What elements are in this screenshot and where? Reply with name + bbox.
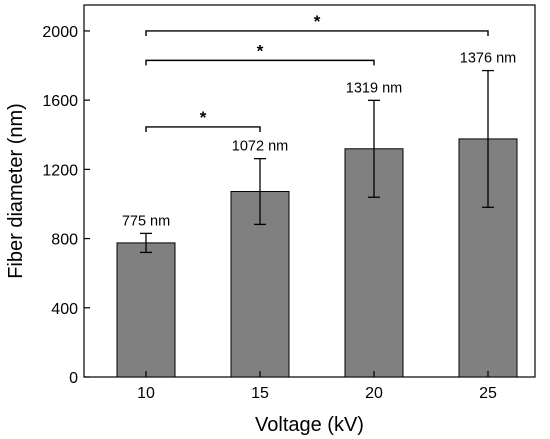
y-tick-label: 1600 (42, 93, 78, 110)
x-tick-label: 15 (251, 385, 269, 402)
y-tick-label: 2000 (42, 24, 78, 41)
y-tick-label: 400 (51, 301, 78, 318)
data-label: 1319 nm (346, 80, 402, 96)
significance-star: * (200, 108, 207, 127)
y-tick-label: 800 (51, 232, 78, 249)
y-tick-label: 0 (69, 370, 78, 387)
data-label: 1072 nm (232, 139, 288, 155)
significance-star: * (257, 41, 264, 60)
significance-bracket (145, 30, 489, 36)
y-tick-label: 1200 (42, 162, 78, 179)
significance-bracket (145, 59, 375, 66)
plot-frame (83, 4, 536, 378)
data-label: 775 nm (122, 213, 170, 229)
significance-bracket (145, 126, 261, 132)
y-axis-title: Fiber diameter (nm) (5, 103, 27, 279)
bar (116, 242, 176, 378)
x-axis-title: Voltage (kV) (255, 414, 364, 436)
significance-star: * (314, 12, 321, 31)
x-tick-label: 25 (479, 385, 497, 402)
x-tick-label: 10 (137, 385, 155, 402)
x-tick-label: 20 (365, 385, 383, 402)
data-label: 1376 nm (460, 51, 516, 67)
